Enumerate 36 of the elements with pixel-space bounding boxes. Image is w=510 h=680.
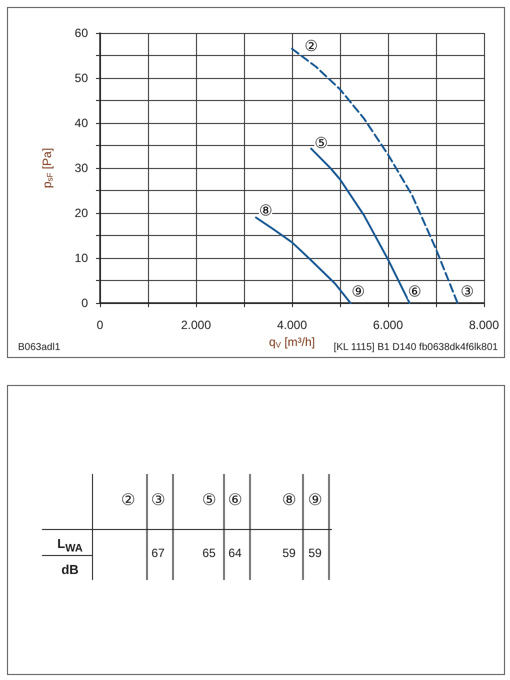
text: ⑨	[307, 491, 323, 510]
text: ⑧	[281, 491, 297, 510]
y-tick-label: 60	[74, 26, 88, 40]
annotation: ⑤	[314, 134, 328, 152]
y-tick-label: 30	[74, 161, 88, 176]
x-tick-label: 4.000	[276, 318, 308, 332]
x-tick-label: 8.000	[468, 318, 500, 332]
annotation: ⑨	[352, 283, 365, 300]
x-tick-label: 6.000	[372, 318, 404, 332]
annotation: ③	[460, 283, 474, 300]
text: 65	[201, 546, 217, 560]
text: ②	[120, 491, 136, 510]
y-tick-label: 50	[74, 71, 88, 86]
x-tick-label: 0	[96, 318, 104, 332]
text: ⑥	[227, 491, 243, 510]
text: ⑤	[201, 491, 217, 510]
x-tick-label: 2.000	[180, 318, 212, 332]
text: 64	[227, 546, 243, 560]
text: ③	[150, 491, 166, 510]
y-tick-label: 20	[74, 206, 88, 220]
text: 59	[307, 546, 323, 560]
y-axis-title: psF [Pa]	[40, 148, 54, 188]
text: [KL 1115] B1 D140 fb0638dk4f6lk801	[334, 342, 498, 353]
annotation: ②	[304, 38, 318, 56]
text: dB	[60, 562, 80, 577]
text: L$_{WA}$	[56, 536, 84, 555]
annotation: ⑥	[408, 283, 421, 300]
y-tick-label: 10	[74, 251, 88, 266]
line-series	[254, 216, 352, 304]
text: 59	[281, 546, 297, 560]
y-tick-label: 0	[81, 296, 88, 310]
y-tick-label: 40	[74, 116, 88, 130]
line-series	[310, 148, 411, 304]
text: 67	[150, 546, 166, 560]
annotation: ⑧	[259, 202, 272, 220]
text: B063adl1	[18, 342, 60, 353]
